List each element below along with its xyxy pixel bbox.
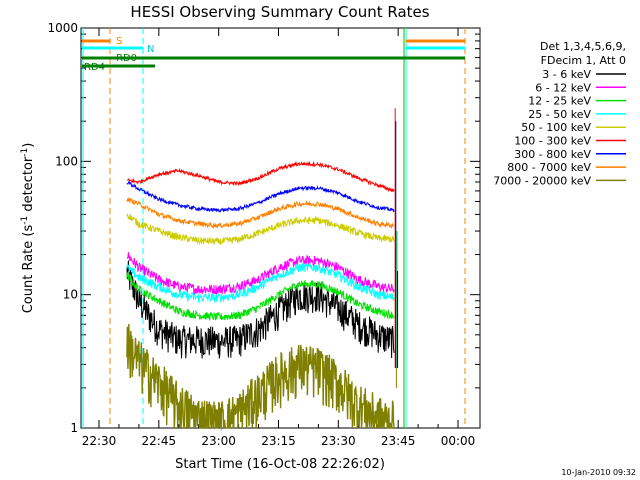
legend-label-3: 25 - 50 keV (528, 108, 591, 121)
x-tick-label-4: 23:30 (321, 434, 356, 448)
series-line-4 (126, 213, 395, 246)
legend-label-8: 7000 - 20000 keV (493, 174, 591, 187)
x-axis-label: Start Time (16-Oct-08 22:26:02) (175, 457, 385, 472)
x-tick-label-0: 22:30 (82, 434, 117, 448)
legend-label-0: 3 - 6 keV (542, 68, 591, 81)
legend-label-2: 12 - 25 keV (528, 95, 591, 108)
x-tick-label-2: 23:00 (201, 434, 236, 448)
flare-spike (394, 108, 399, 388)
legend-header-2: FDecim 1, Att 0 (541, 54, 626, 67)
flag-label-n: N (147, 44, 154, 55)
flag-bars: S N RD0 RD4 (82, 36, 465, 73)
legend-header-1: Det 1,3,4,5,6,9, (540, 40, 626, 53)
flag-label-rd0: RD0 (116, 53, 137, 64)
legend: Det 1,3,4,5,6,9, FDecim 1, Att 0 3 - 6 k… (493, 40, 626, 187)
series-lines (126, 160, 395, 431)
chart-title: HESSI Observing Summary Count Rates (130, 3, 429, 21)
series-line-0 (126, 260, 395, 359)
y-tick-label-1: 10 (63, 288, 78, 302)
footer-date: 10-Jan-2010 09:32 (561, 468, 636, 477)
legend-label-4: 50 - 100 keV (521, 121, 591, 134)
series-line-1 (126, 252, 395, 295)
legend-label-1: 6 - 12 keV (535, 81, 591, 94)
y-tick-label-3: 1000 (47, 21, 78, 35)
flag-label-s: S (116, 36, 122, 47)
axis-ticks: 22:30 22:45 23:00 23:15 23:30 23:45 00:00 1 10 10… (47, 21, 480, 448)
series-line-6 (126, 181, 395, 213)
y-axis-label: Count Rate (s-1 detector-1) (20, 143, 36, 314)
legend-label-6: 300 - 800 keV (514, 148, 591, 161)
plot-frame (80, 27, 481, 429)
y-tick-label-0: 1 (70, 421, 78, 435)
legend-label-5: 100 - 300 keV (514, 135, 591, 148)
x-tick-label-1: 22:45 (142, 434, 177, 448)
series-line-2 (126, 272, 395, 321)
series-line-7 (126, 197, 395, 230)
series-line-5 (126, 160, 395, 193)
series-line-8 (126, 323, 395, 431)
x-tick-label-5: 23:45 (381, 434, 416, 448)
y-tick-label-2: 100 (55, 154, 78, 168)
x-tick-label-3: 23:15 (261, 434, 296, 448)
x-tick-label-6: 00:00 (441, 434, 476, 448)
series-line-3 (126, 262, 395, 304)
flag-label-rd4: RD4 (84, 62, 105, 73)
legend-label-7: 800 - 7000 keV (507, 161, 591, 174)
